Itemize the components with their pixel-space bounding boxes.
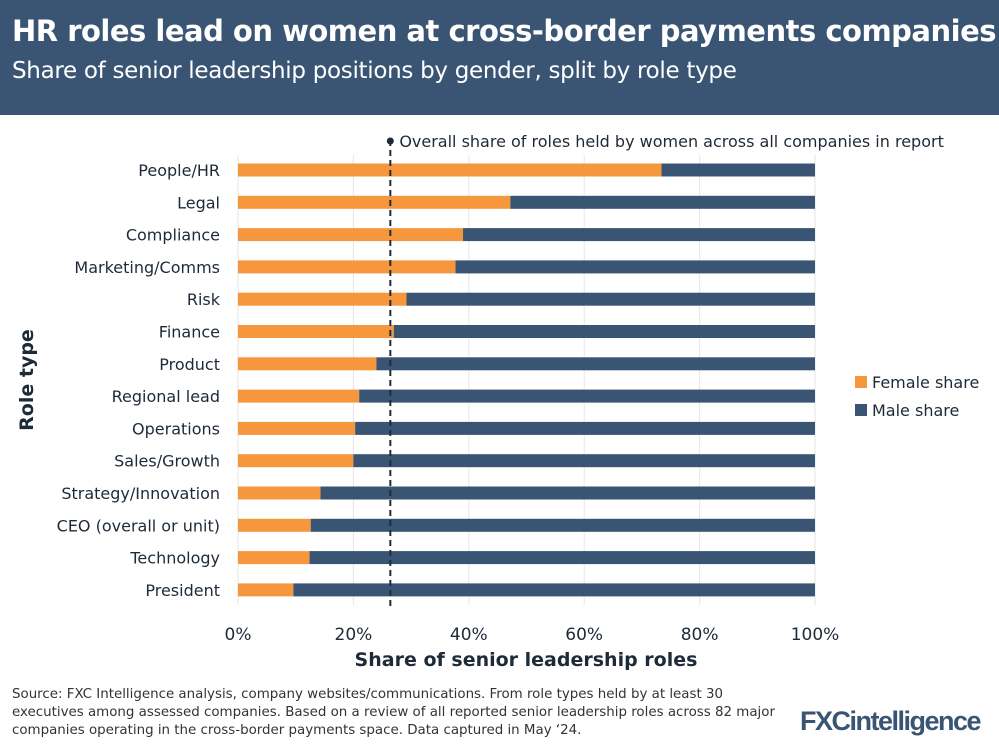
bar-female bbox=[238, 325, 394, 338]
legend-label: Female share bbox=[872, 373, 979, 392]
y-tick-label: Marketing/Comms bbox=[74, 258, 220, 277]
y-tick-label: Operations bbox=[132, 419, 220, 438]
y-tick-label: President bbox=[145, 581, 220, 600]
y-axis-title: Role type bbox=[16, 329, 38, 431]
bar-female bbox=[238, 551, 310, 565]
x-tick-label: 80% bbox=[681, 625, 719, 645]
y-tick-label: Strategy/Innovation bbox=[61, 484, 220, 503]
y-tick-label: Sales/Growth bbox=[114, 452, 220, 471]
bar-female bbox=[238, 163, 662, 177]
bar-female bbox=[238, 518, 311, 532]
bar-female bbox=[238, 292, 407, 306]
x-tick-label: 60% bbox=[565, 625, 603, 645]
y-tick-label: Product bbox=[159, 355, 220, 374]
bar-female bbox=[238, 389, 360, 403]
y-tick-label: Finance bbox=[159, 323, 220, 342]
bar-male bbox=[406, 292, 815, 306]
y-tick-label: Regional lead bbox=[112, 387, 220, 406]
bar-male bbox=[355, 421, 815, 435]
bar-male bbox=[393, 325, 815, 338]
bar-male bbox=[310, 518, 815, 532]
bar-male bbox=[463, 228, 815, 242]
bar-female bbox=[238, 228, 464, 242]
bar-male bbox=[320, 486, 815, 500]
reference-line-label: Overall share of roles held by women acr… bbox=[399, 132, 944, 151]
bar-male bbox=[510, 195, 815, 209]
bar-female bbox=[238, 486, 321, 500]
y-tick-label: Technology bbox=[129, 549, 220, 568]
y-tick-label: CEO (overall or unit) bbox=[57, 516, 220, 535]
bar-male bbox=[661, 163, 815, 177]
legend-label: Male share bbox=[872, 401, 959, 420]
x-tick-label: 40% bbox=[450, 625, 488, 645]
header: HR roles lead on women at cross-border p… bbox=[0, 0, 999, 115]
x-tick-label: 0% bbox=[225, 625, 252, 645]
x-tick-label: 100% bbox=[791, 625, 840, 645]
bar-female bbox=[238, 195, 511, 209]
x-tick-label: 20% bbox=[335, 625, 373, 645]
bar-female bbox=[238, 260, 456, 274]
chart-title: HR roles lead on women at cross-border p… bbox=[12, 14, 997, 48]
legend-swatch bbox=[855, 404, 867, 416]
bar-male bbox=[376, 357, 815, 371]
bar-male bbox=[359, 389, 815, 403]
y-tick-label: People/HR bbox=[138, 161, 220, 180]
bar-male bbox=[455, 260, 815, 274]
y-tick-label: Compliance bbox=[126, 226, 220, 245]
source-note: Source: FXC Intelligence analysis, compa… bbox=[12, 687, 775, 738]
chart-subtitle: Share of senior leadership positions by … bbox=[12, 58, 737, 84]
legend-swatch bbox=[855, 376, 867, 388]
bar-male bbox=[309, 551, 815, 565]
x-axis-title: Share of senior leadership roles bbox=[355, 649, 698, 671]
bar-female bbox=[238, 357, 377, 371]
bar-female bbox=[238, 454, 354, 468]
reference-line-marker bbox=[386, 137, 394, 145]
bar-female bbox=[238, 583, 294, 597]
y-tick-label: Risk bbox=[187, 290, 221, 309]
chart: 0% 20% 40% 60% 80% 100% People/HR Legal Complian… bbox=[16, 132, 979, 671]
y-tick-label: Legal bbox=[177, 193, 220, 212]
bar-male bbox=[353, 454, 815, 468]
bar-female bbox=[238, 421, 356, 435]
fxc-logo: FXCintelligence bbox=[800, 706, 982, 736]
bar-male bbox=[293, 583, 816, 597]
